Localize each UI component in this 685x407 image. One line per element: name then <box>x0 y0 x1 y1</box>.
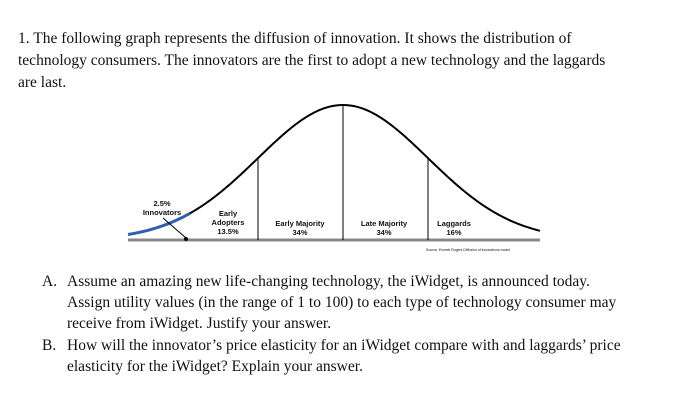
question-line: Assign utility values (in the range of 1… <box>67 294 617 311</box>
question-letter: B. <box>42 337 57 354</box>
figure-label: Adopters <box>212 218 245 227</box>
pointer-dot <box>184 237 188 241</box>
dividers <box>257 105 429 240</box>
figure-label: Late Majority <box>361 219 408 228</box>
bell-curve <box>185 104 541 232</box>
figure-label: 34% <box>376 228 391 237</box>
figure-label: Innovators <box>143 208 181 217</box>
innovators-tail <box>127 211 191 236</box>
figure-label: 34% <box>292 228 307 237</box>
figure-label: Early <box>219 209 238 218</box>
question-line: receive from iWidget. Justify your answe… <box>67 315 332 332</box>
intro-line: 1. The following graph represents the di… <box>18 30 572 47</box>
pointer-line <box>162 217 187 239</box>
figure-label: 16% <box>446 228 461 237</box>
figure-label: 13.5% <box>217 227 239 236</box>
question-line: How will the innovator’s price elasticit… <box>67 337 621 354</box>
figure-label: Early Majority <box>275 219 325 228</box>
question-line: Assume an amazing new life-changing tech… <box>67 273 590 290</box>
diffusion-figure: 2.5% Innovators Early Adopters 13.5% Ear… <box>127 104 541 252</box>
question-letter: A. <box>42 273 58 290</box>
question-line: elasticity for the iWidget? Explain your… <box>67 358 363 375</box>
intro-line: technology consumers. The innovators are… <box>18 52 606 69</box>
figure-source: Source: Everett Rogers Diffusion of inno… <box>426 248 510 252</box>
figure-label: Laggards <box>437 219 471 228</box>
intro-line: are last. <box>18 74 67 91</box>
figure-label: 2.5% <box>153 199 170 208</box>
